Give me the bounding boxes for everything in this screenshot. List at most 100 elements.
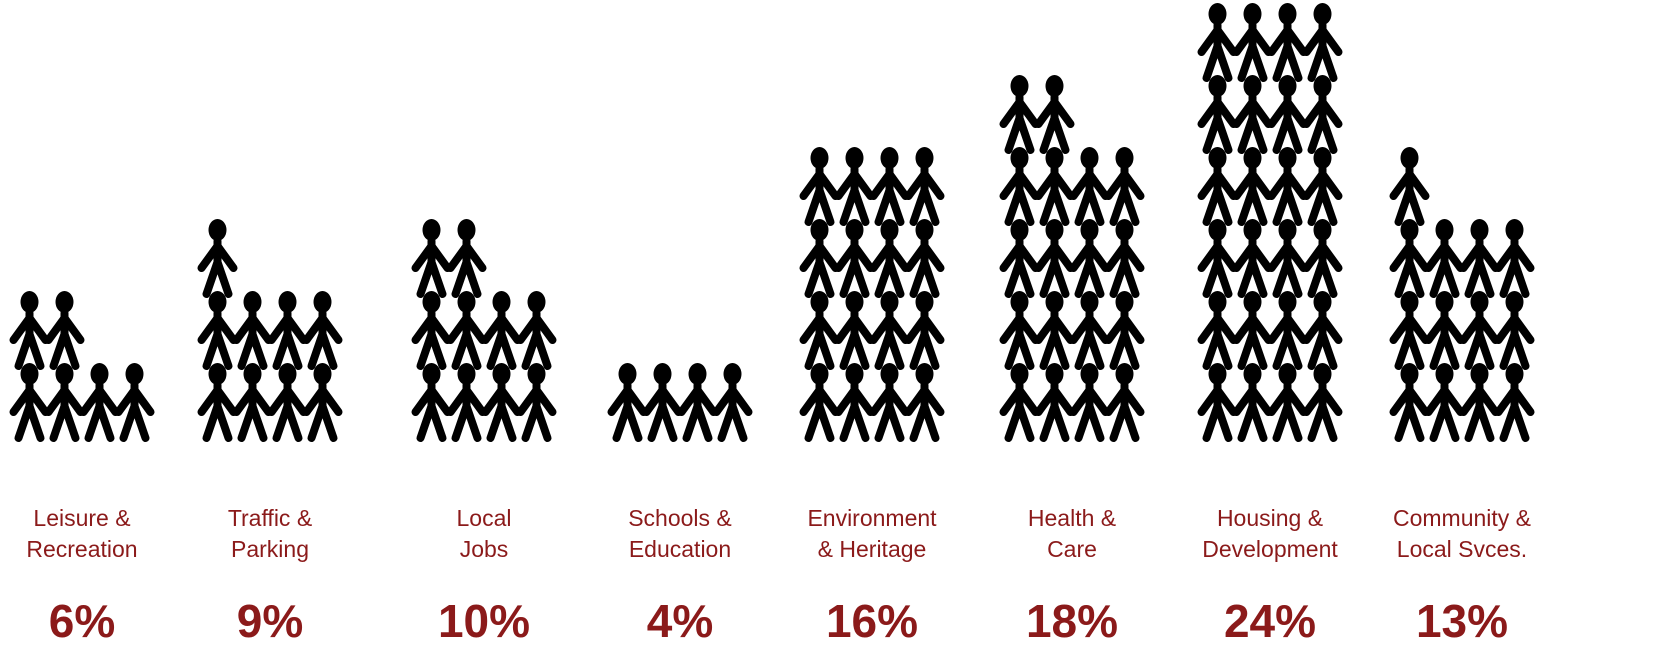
person-icon	[1464, 291, 1496, 366]
person-icon	[1202, 363, 1234, 438]
value-label: 13%	[1415, 595, 1509, 647]
person-icon	[1394, 219, 1426, 294]
bar-7	[1202, 3, 1339, 438]
person-icon	[1039, 147, 1071, 222]
person-icon	[1272, 147, 1304, 222]
person-icon	[1202, 75, 1234, 150]
person-icon	[1039, 75, 1071, 150]
person-icon	[1202, 219, 1234, 294]
person-icon	[682, 363, 714, 438]
person-icon	[804, 363, 836, 438]
value-label: 16%	[825, 595, 919, 647]
bar-4	[612, 363, 749, 438]
person-icon	[717, 363, 749, 438]
person-icon	[909, 291, 941, 366]
category-label-line: Schools &	[628, 505, 732, 531]
person-icon	[1394, 363, 1426, 438]
value-label: 18%	[1025, 595, 1119, 647]
person-icon	[874, 219, 906, 294]
category-label-line: Development	[1202, 536, 1338, 562]
person-icon	[1074, 147, 1106, 222]
person-icon	[1004, 219, 1036, 294]
person-icon	[451, 219, 483, 294]
bar-2	[202, 219, 339, 438]
person-icon	[272, 291, 304, 366]
bar-6	[1004, 75, 1141, 438]
person-icon	[416, 219, 448, 294]
category-label-line: Housing &	[1216, 505, 1324, 531]
person-icon	[1004, 363, 1036, 438]
person-icon	[1237, 147, 1269, 222]
person-icon	[1004, 147, 1036, 222]
person-icon	[909, 363, 941, 438]
person-icon	[804, 147, 836, 222]
category-label-line: Jobs	[459, 536, 509, 562]
person-icon	[1202, 147, 1234, 222]
person-icon	[1004, 75, 1036, 150]
category-label: Traffic & Parking	[170, 503, 370, 565]
person-icon	[307, 291, 339, 366]
person-icon	[874, 147, 906, 222]
person-icon	[647, 363, 679, 438]
person-icon	[1039, 219, 1071, 294]
person-icon	[416, 291, 448, 366]
person-icon	[202, 363, 234, 438]
category-label-line: Leisure &	[33, 505, 131, 531]
person-icon	[1272, 3, 1304, 78]
person-icon	[1109, 219, 1141, 294]
person-icon	[1464, 219, 1496, 294]
person-icon	[521, 363, 553, 438]
person-icon	[486, 291, 518, 366]
person-icon	[1074, 291, 1106, 366]
bar-5	[804, 147, 941, 438]
category-label-line: Education	[628, 536, 732, 562]
category-label-line: Health &	[1027, 505, 1117, 531]
category-label: Schools & Education	[580, 503, 780, 565]
person-icon	[14, 291, 46, 366]
category-label-line: Recreation	[26, 536, 138, 562]
person-icon	[84, 363, 116, 438]
person-icon	[1464, 363, 1496, 438]
person-icon	[307, 363, 339, 438]
person-icon	[416, 363, 448, 438]
person-icon	[909, 219, 941, 294]
person-icon	[1237, 363, 1269, 438]
person-icon	[1039, 291, 1071, 366]
person-icon	[839, 147, 871, 222]
person-icon	[804, 219, 836, 294]
category-label: Housing & Development	[1170, 503, 1370, 565]
person-icon	[1202, 291, 1234, 366]
person-icon	[49, 291, 81, 366]
person-icon	[1237, 75, 1269, 150]
person-icon	[839, 219, 871, 294]
person-icon	[202, 291, 234, 366]
person-icon	[1307, 75, 1339, 150]
category-label-line: & Heritage	[817, 536, 927, 562]
category-label-line: Local	[456, 505, 512, 531]
person-icon	[1109, 291, 1141, 366]
person-icon	[804, 291, 836, 366]
person-icon	[1394, 291, 1426, 366]
person-icon	[1307, 219, 1339, 294]
person-icon	[874, 363, 906, 438]
person-icon	[1074, 363, 1106, 438]
person-icon	[1429, 219, 1461, 294]
person-icon	[1109, 363, 1141, 438]
category-label-line: Local Svces.	[1396, 536, 1528, 562]
person-icon	[1237, 3, 1269, 78]
person-icon	[1307, 147, 1339, 222]
category-label: Leisure & Recreation	[0, 503, 182, 565]
person-icon	[119, 363, 151, 438]
category-label: Environment & Heritage	[772, 503, 972, 565]
value-label: 9%	[236, 595, 304, 647]
person-icon	[839, 363, 871, 438]
person-icon	[1499, 219, 1531, 294]
category-label-line: Traffic &	[227, 505, 313, 531]
person-icon	[1039, 363, 1071, 438]
value-label: 24%	[1223, 595, 1317, 647]
person-icon	[874, 291, 906, 366]
person-icon	[1307, 291, 1339, 366]
person-icon	[14, 363, 46, 438]
category-label: Community & Local Svces.	[1362, 503, 1562, 565]
person-icon	[1499, 363, 1531, 438]
